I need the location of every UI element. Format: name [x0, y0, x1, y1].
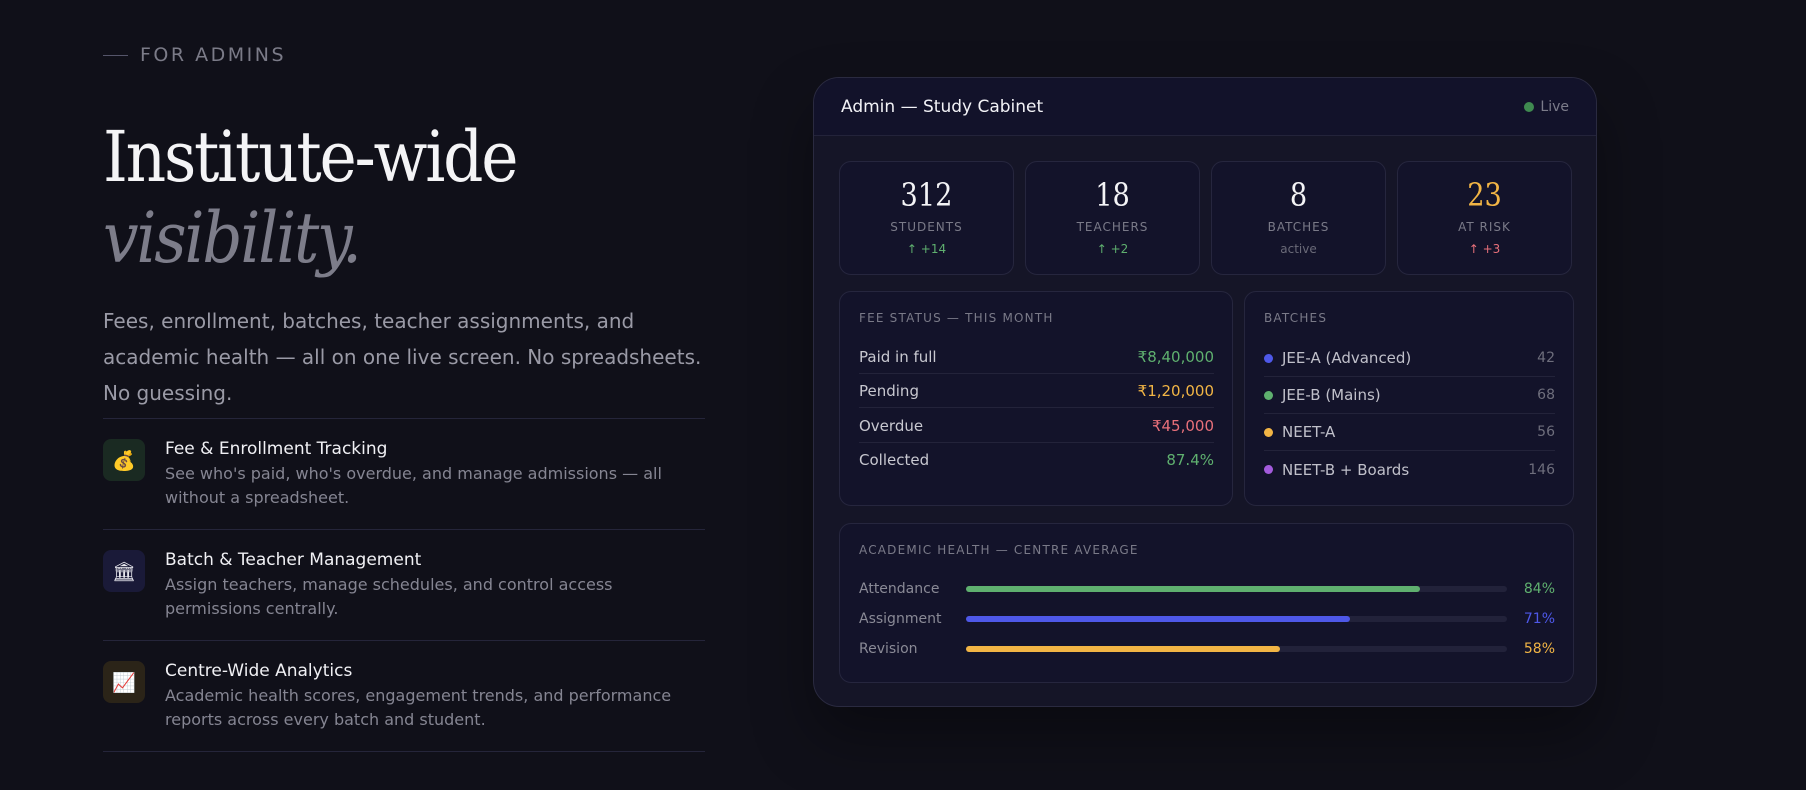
- stat-label: AT RISK: [1458, 220, 1511, 234]
- stat-label: BATCHES: [1267, 220, 1330, 234]
- batch-count: 56: [1537, 424, 1555, 440]
- batch-row[interactable]: JEE-B (Mains) 68: [1264, 377, 1555, 414]
- health-row-attendance: Attendance 84%: [859, 579, 1555, 599]
- health-progress-fill: [966, 586, 1421, 592]
- batch-row[interactable]: NEET-B + Boards 146: [1264, 451, 1555, 488]
- feature-item-batch: 🏛 Batch & Teacher Management Assign teac…: [103, 530, 705, 641]
- stat-value: 8: [1289, 176, 1308, 214]
- fee-label: Overdue: [859, 416, 924, 435]
- fee-label: Collected: [859, 451, 930, 469]
- fee-row: Paid in full ₹8,40,000: [859, 340, 1214, 374]
- fee-row: Pending ₹1,20,000: [859, 374, 1214, 408]
- batch-name: JEE-B (Mains): [1282, 386, 1381, 404]
- health-label: Assignment: [859, 611, 942, 627]
- stat-delta: ↑ +2: [1096, 242, 1129, 256]
- feature-description: Assign teachers, manage schedules, and c…: [165, 575, 613, 618]
- health-progress-track: [966, 586, 1507, 592]
- fee-row: Collected 87.4%: [859, 443, 1214, 477]
- stat-delta: active: [1280, 242, 1317, 256]
- fee-status-card: FEE STATUS — THIS MONTH Paid in full ₹8,…: [839, 291, 1233, 506]
- batch-color-dot-icon: [1264, 390, 1273, 400]
- health-progress-fill: [966, 646, 1280, 652]
- stat-delta: ↑ +14: [906, 242, 947, 256]
- stat-card-at-risk[interactable]: 23 AT RISK ↑ +3: [1397, 161, 1572, 275]
- fee-value: ₹45,000: [1151, 416, 1214, 435]
- academic-health-card: ACADEMIC HEALTH — CENTRE AVERAGE Attenda…: [839, 523, 1574, 683]
- hero-title-line2: visibility.: [103, 197, 362, 279]
- health-progress-fill: [966, 616, 1351, 622]
- batch-count: 68: [1537, 387, 1555, 403]
- feature-item-fee: 💰 Fee & Enrollment Tracking See who's pa…: [103, 419, 705, 530]
- fee-value: ₹8,40,000: [1137, 347, 1214, 366]
- stat-value: 312: [900, 176, 953, 214]
- batch-name: NEET-B + Boards: [1282, 460, 1410, 479]
- panel-header: Admin — Study Cabinet Live: [814, 78, 1596, 136]
- panel-title: Admin — Study Cabinet: [841, 96, 1044, 117]
- batch-count: 42: [1537, 350, 1555, 366]
- fee-label: Pending: [859, 381, 919, 400]
- stat-label: TEACHERS: [1076, 220, 1149, 234]
- live-label: Live: [1540, 98, 1569, 115]
- live-indicator: Live: [1524, 99, 1569, 115]
- admin-dashboard-panel: Admin — Study Cabinet Live 312 STUDENTS …: [813, 77, 1597, 707]
- stat-card-students[interactable]: 312 STUDENTS ↑ +14: [839, 161, 1014, 275]
- feature-title: Fee & Enrollment Tracking: [165, 439, 388, 459]
- health-value: 71%: [1523, 611, 1555, 627]
- fee-row: Overdue ₹45,000: [859, 409, 1214, 443]
- batch-count: 146: [1528, 461, 1555, 478]
- fee-value: ₹1,20,000: [1137, 381, 1214, 400]
- batches-card: BATCHES JEE-A (Advanced) 42 JEE-B (Mains…: [1244, 291, 1574, 506]
- stat-value: 18: [1095, 176, 1130, 214]
- stat-label: STUDENTS: [890, 220, 963, 234]
- health-value: 58%: [1523, 641, 1555, 657]
- feature-list: 💰 Fee & Enrollment Tracking See who's pa…: [103, 418, 705, 752]
- batch-name: JEE-A (Advanced): [1282, 349, 1412, 367]
- hero-title-line1: Institute-wide: [103, 116, 518, 198]
- feature-description: See who's paid, who's overdue, and manag…: [165, 464, 662, 507]
- eyebrow-text: FOR ADMINS: [140, 44, 287, 66]
- batch-row[interactable]: JEE-A (Advanced) 42: [1264, 340, 1555, 377]
- batch-color-dot-icon: [1264, 465, 1273, 474]
- classical-building-icon: 🏛: [103, 550, 145, 592]
- card-heading: FEE STATUS — THIS MONTH: [859, 311, 1054, 325]
- card-heading: ACADEMIC HEALTH — CENTRE AVERAGE: [859, 543, 1139, 557]
- health-progress-track: [966, 646, 1507, 652]
- stat-value: 23: [1467, 176, 1502, 214]
- stat-card-batches[interactable]: 8 BATCHES active: [1211, 161, 1386, 275]
- health-row-revision: Revision 58%: [859, 639, 1555, 659]
- chart-increasing-icon: 📈: [103, 661, 145, 703]
- stat-delta: ↑ +3: [1468, 242, 1501, 256]
- batch-color-dot-icon: [1264, 427, 1273, 437]
- eyebrow-rule: [103, 54, 128, 56]
- feature-title: Batch & Teacher Management: [165, 550, 422, 570]
- stat-card-teachers[interactable]: 18 TEACHERS ↑ +2: [1025, 161, 1200, 275]
- health-label: Revision: [859, 641, 918, 657]
- feature-item-analytics: 📈 Centre-Wide Analytics Academic health …: [103, 641, 705, 752]
- batch-color-dot-icon: [1264, 353, 1273, 363]
- health-label: Attendance: [859, 581, 940, 597]
- batch-name: NEET-A: [1282, 423, 1336, 441]
- feature-description: Academic health scores, engagement trend…: [165, 686, 672, 729]
- fee-value: 87.4%: [1166, 451, 1214, 469]
- card-heading: BATCHES: [1264, 311, 1328, 325]
- live-dot-icon: [1524, 101, 1535, 112]
- eyebrow: FOR ADMINS: [103, 44, 286, 66]
- stat-cards: 312 STUDENTS ↑ +14 18 TEACHERS ↑ +2 8 BA…: [839, 161, 1572, 275]
- health-progress-track: [966, 616, 1507, 622]
- feature-title: Centre-Wide Analytics: [165, 661, 353, 681]
- fee-label: Paid in full: [859, 347, 937, 366]
- health-row-assignment: Assignment 71%: [859, 609, 1555, 629]
- batch-row[interactable]: NEET-A 56: [1264, 414, 1555, 451]
- money-bag-icon: 💰: [103, 439, 145, 481]
- hero-lede: Fees, enrollment, batches, teacher assig…: [103, 309, 702, 405]
- health-value: 84%: [1523, 581, 1555, 597]
